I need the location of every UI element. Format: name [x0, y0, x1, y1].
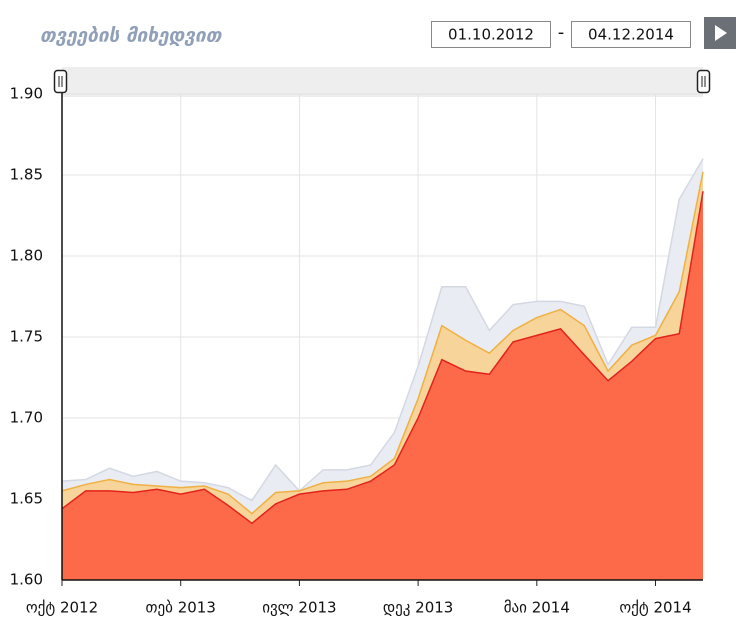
- line: [61, 158, 704, 502]
- y-tick-label: 1.85: [10, 166, 43, 184]
- date-separator: -: [558, 22, 565, 43]
- chart-title: თვეების მიხედვით: [40, 25, 223, 47]
- x-tick-label: ოქტ 2012: [26, 599, 98, 617]
- line: [61, 171, 704, 515]
- plot: 1.60 1.65 1.70 1.75 1.80 1.85 1.90 ოქტ 2012 თებ …: [10, 70, 704, 617]
- line: [61, 191, 704, 525]
- scroll-handle-right[interactable]: [696, 69, 711, 94]
- date-from-input[interactable]: [431, 21, 551, 48]
- x-tick-label: მაი 2014: [504, 599, 570, 617]
- y-tick-label: 1.60: [10, 571, 43, 589]
- x-tick-label: ივლ 2013: [262, 599, 336, 617]
- play-icon: [715, 25, 727, 41]
- y-tick-label: 1.90: [10, 85, 43, 103]
- scroll-handle-left[interactable]: [53, 69, 68, 94]
- y-tick-label: 1.65: [10, 490, 43, 508]
- y-tick-label: 1.75: [10, 328, 43, 346]
- y-tick-label: 1.80: [10, 247, 43, 265]
- scrollbar[interactable]: [62, 67, 703, 97]
- date-from: 01.10.2012: [448, 26, 534, 44]
- area: [62, 191, 703, 580]
- y-tick-label: 1.70: [10, 409, 43, 427]
- date-to-input[interactable]: [571, 21, 691, 48]
- x-tick-label: ოქტ 2014: [619, 599, 691, 617]
- handle-grip: [701, 76, 706, 87]
- handle-grip: [58, 76, 63, 87]
- date-to: 04.12.2014: [588, 26, 674, 44]
- x-tick-label: თებ 2013: [146, 599, 216, 617]
- x-tick-label: დეკ 2013: [383, 599, 453, 617]
